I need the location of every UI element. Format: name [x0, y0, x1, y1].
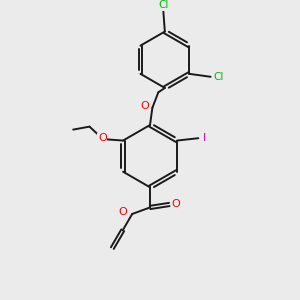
Text: I: I	[202, 133, 206, 143]
Text: O: O	[98, 134, 106, 143]
Text: O: O	[171, 200, 180, 209]
Text: Cl: Cl	[214, 72, 224, 82]
Text: O: O	[141, 101, 149, 111]
Text: Cl: Cl	[158, 1, 169, 10]
Text: O: O	[118, 207, 127, 217]
